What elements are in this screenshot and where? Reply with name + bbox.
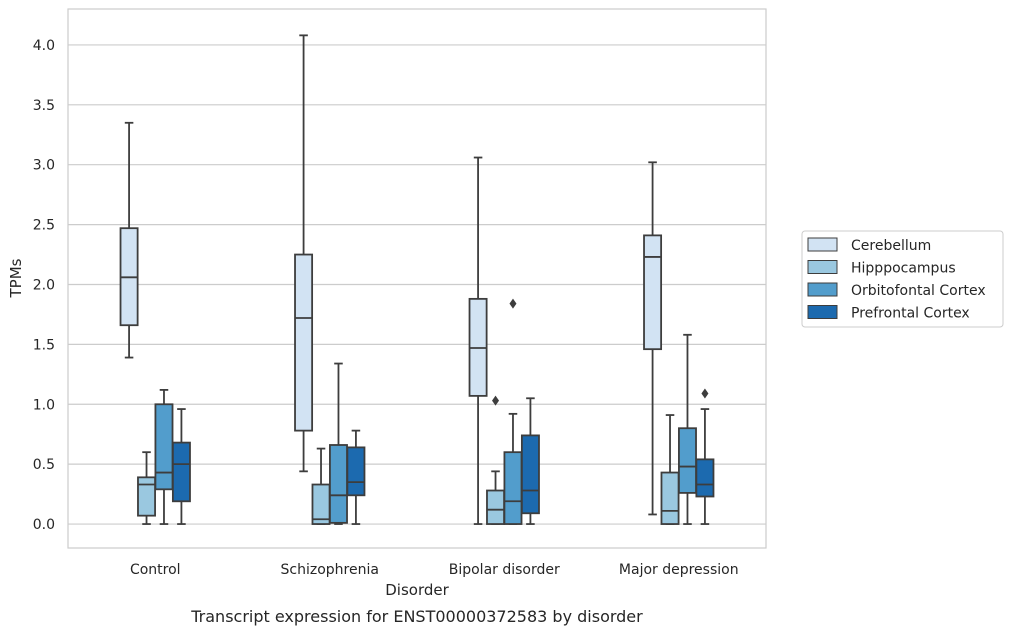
legend-label: Prefrontal Cortex xyxy=(851,306,970,322)
y-tick-labels: 0.0 0.5 1.0 1.5 2.0 2.5 3.0 3.5 4.0 xyxy=(33,38,55,533)
outlier-point xyxy=(492,395,500,406)
box-iqr xyxy=(520,434,540,515)
y-tick-label: 0.0 xyxy=(33,517,55,533)
legend-swatch xyxy=(807,260,838,274)
box-0-2 xyxy=(154,388,174,525)
box-iqr xyxy=(154,403,174,491)
box-3-0 xyxy=(643,161,663,516)
box-iqr xyxy=(311,483,331,525)
plot-area-frame xyxy=(67,8,767,549)
x-tick-label: Schizophrenia xyxy=(281,562,379,578)
box-3-3 xyxy=(695,388,715,525)
box-2-1 xyxy=(486,395,505,525)
box-1-2 xyxy=(329,362,348,525)
legend-label: Cerebellum xyxy=(851,238,931,254)
legend-swatch xyxy=(807,282,838,297)
y-tick-label: 1.0 xyxy=(33,397,55,413)
y-axis-label: TPMs xyxy=(7,258,25,298)
legend: Cerebellum Hipppocampus Orbitofontal Corte… xyxy=(801,230,1004,328)
box-0-0 xyxy=(119,121,139,359)
box-1-1 xyxy=(311,447,331,525)
box-1-3 xyxy=(346,429,366,525)
box-1-0 xyxy=(294,34,314,473)
x-axis-label: Disorder xyxy=(385,581,449,599)
legend-swatch xyxy=(807,237,838,252)
chart-caption: Transcript expression for ENST0000037258… xyxy=(190,607,643,626)
y-tick-label: 0.5 xyxy=(33,457,55,473)
x-tick-labels: Control Schizophrenia Bipolar disorder Majo… xyxy=(130,562,739,578)
x-tick-label: Major depression xyxy=(619,562,739,578)
x-tick-label: Control xyxy=(130,562,181,578)
legend-swatch xyxy=(807,305,838,319)
y-tick-label: 2.5 xyxy=(33,218,55,234)
box-iqr xyxy=(695,458,715,498)
box-iqr xyxy=(137,476,156,517)
legend-frame xyxy=(801,230,1004,328)
box-3-1 xyxy=(660,414,680,525)
box-0-3 xyxy=(171,408,191,525)
box-iqr xyxy=(346,446,366,497)
box-iqr xyxy=(329,444,348,524)
legend-label: Hipppocampus xyxy=(851,261,956,277)
outlier-point xyxy=(509,298,517,309)
y-tick-label: 1.5 xyxy=(33,337,55,353)
box-iqr xyxy=(660,471,680,525)
y-tick-label: 2.0 xyxy=(33,277,55,293)
box-iqr xyxy=(678,427,697,494)
box-marks xyxy=(119,34,715,525)
box-0-1 xyxy=(137,451,156,525)
y-tick-label: 3.5 xyxy=(33,98,55,114)
y-tick-label: 3.0 xyxy=(33,158,55,174)
x-tick-label: Bipolar disorder xyxy=(449,562,560,578)
box-2-3 xyxy=(520,397,540,525)
box-2-2 xyxy=(503,298,523,525)
box-2-0 xyxy=(468,156,488,525)
box-iqr xyxy=(503,451,523,525)
y-tick-label: 4.0 xyxy=(33,38,55,54)
box-iqr xyxy=(643,234,663,351)
box-iqr xyxy=(171,441,191,503)
box-iqr xyxy=(486,489,505,525)
legend-label: Orbitofontal Cortex xyxy=(851,283,986,299)
box-3-2 xyxy=(678,333,697,525)
box-iqr xyxy=(294,253,314,432)
outlier-point xyxy=(701,388,709,399)
